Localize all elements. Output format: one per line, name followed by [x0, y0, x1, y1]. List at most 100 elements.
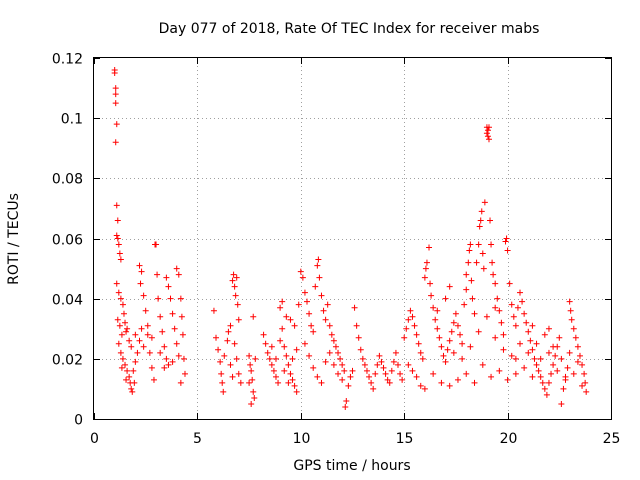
data-point: [310, 364, 317, 371]
data-point: [504, 247, 511, 254]
x-tick-label: 5: [193, 431, 202, 447]
data-point: [171, 325, 178, 332]
y-tick-label: 0.06: [52, 233, 83, 249]
data-point: [132, 358, 139, 365]
data-point: [413, 331, 420, 338]
x-tick-label: 0: [90, 431, 99, 447]
data-point: [570, 325, 577, 332]
data-point: [157, 349, 164, 356]
data-point: [537, 373, 544, 380]
data-point: [297, 268, 304, 275]
data-point: [115, 340, 122, 347]
data-point: [122, 361, 129, 368]
data-point: [521, 310, 528, 317]
data-point: [252, 355, 259, 362]
data-point: [440, 352, 447, 359]
data-point: [537, 355, 544, 362]
data-point: [316, 274, 323, 281]
data-point: [281, 367, 288, 374]
data-point: [554, 367, 561, 374]
data-point: [500, 346, 507, 353]
data-point: [262, 340, 269, 347]
data-point: [312, 283, 319, 290]
data-point: [181, 370, 188, 377]
data-point: [227, 322, 234, 329]
data-point: [494, 295, 501, 302]
data-point: [291, 382, 298, 389]
data-point: [293, 346, 300, 353]
data-point: [517, 289, 524, 296]
data-point: [574, 343, 581, 350]
data-point: [165, 361, 172, 368]
data-point: [450, 349, 457, 356]
data-point: [366, 373, 373, 380]
data-point: [480, 265, 487, 272]
data-point: [498, 319, 505, 326]
data-point: [136, 337, 143, 344]
data-point: [177, 295, 184, 302]
data-point: [525, 328, 532, 335]
data-point: [349, 367, 356, 374]
data-point: [270, 367, 277, 374]
y-tick-label: 0.1: [61, 112, 83, 128]
y-tick-label: 0: [74, 413, 83, 429]
data-point: [550, 343, 557, 350]
data-point: [117, 295, 124, 302]
data-point: [140, 343, 147, 350]
data-point: [552, 352, 559, 359]
data-point: [508, 352, 515, 359]
data-point: [281, 343, 288, 350]
data-point: [126, 337, 133, 344]
data-point: [403, 325, 410, 332]
data-point: [283, 313, 290, 320]
data-point: [550, 361, 557, 368]
y-axis-label: ROTI / TECUs: [6, 193, 22, 285]
data-point: [504, 376, 511, 383]
data-point: [165, 283, 172, 290]
data-point: [384, 376, 391, 383]
data-point: [512, 370, 519, 377]
data-point: [388, 367, 395, 374]
data-point: [124, 367, 131, 374]
data-point: [471, 379, 478, 386]
data-point: [301, 340, 308, 347]
data-point: [473, 259, 480, 266]
data-point: [324, 301, 331, 308]
data-point: [469, 295, 476, 302]
data-point: [111, 70, 118, 77]
data-point: [428, 292, 435, 299]
data-point: [314, 373, 321, 380]
data-point: [426, 244, 433, 251]
data-point: [533, 361, 540, 368]
data-point: [221, 352, 228, 359]
data-point: [322, 316, 329, 323]
data-point: [457, 331, 464, 338]
data-point: [260, 331, 267, 338]
data-point: [268, 361, 275, 368]
data-point: [351, 304, 358, 311]
data-point: [218, 370, 225, 377]
data-point: [283, 352, 290, 359]
data-point: [566, 298, 573, 305]
data-point: [558, 355, 565, 362]
data-point: [487, 217, 494, 224]
data-point: [137, 280, 144, 287]
data-point: [272, 355, 279, 362]
data-point: [533, 340, 540, 347]
data-point: [465, 259, 472, 266]
data-point: [438, 343, 445, 350]
data-point: [355, 334, 362, 341]
data-point: [113, 280, 120, 287]
data-point: [562, 376, 569, 383]
data-point: [390, 358, 397, 365]
data-point: [279, 325, 286, 332]
data-point: [475, 241, 482, 248]
data-point: [514, 304, 521, 311]
data-point: [531, 355, 538, 362]
data-point: [335, 349, 342, 356]
data-point: [118, 331, 125, 338]
data-point: [478, 208, 485, 215]
data-point: [213, 334, 220, 341]
data-point: [545, 325, 552, 332]
data-point: [461, 301, 468, 308]
